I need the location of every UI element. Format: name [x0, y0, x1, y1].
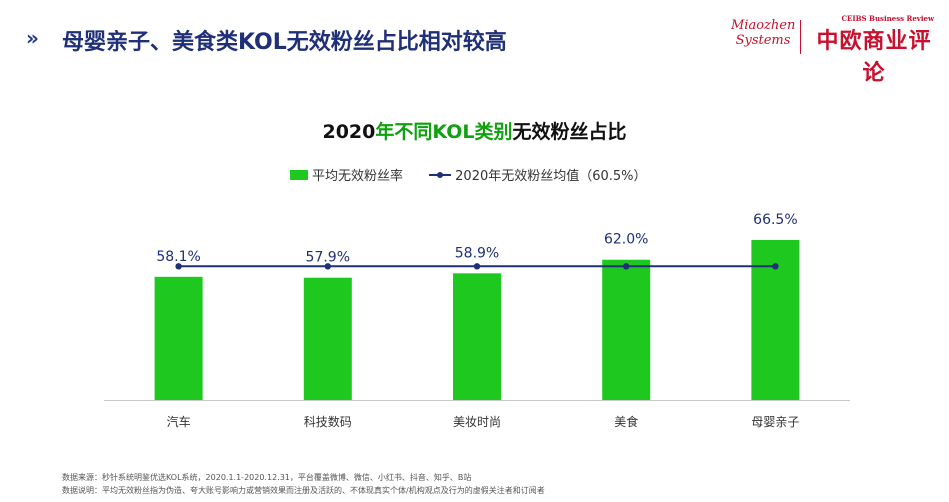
miaozhen-logo-line2: Systems [735, 33, 791, 48]
chart-title-year: 2020 [322, 121, 376, 143]
chart-title-rest: 无效粉丝占比 [512, 121, 627, 143]
legend-bar-swatch [290, 169, 308, 180]
category-label-5: 母婴亲子 [751, 415, 799, 429]
bar-4 [602, 259, 651, 400]
data-label-2: 57.9% [306, 250, 350, 266]
ceibs-logo: CEIBS Business Review 中欧商业评论 [810, 14, 938, 86]
average-point-2 [324, 263, 331, 270]
legend-item-bar: 平均无效粉丝率 [290, 165, 403, 184]
miaozhen-logo-line1: Miaozhen [731, 18, 796, 33]
ceibs-logo-cn: 中欧商业评论 [816, 28, 932, 86]
header: » 母婴亲子、美食类KOL无效粉丝占比相对较高 Miaozhen Systems… [0, 0, 949, 86]
chart-title-accent: 年不同KOL类别 [375, 121, 513, 143]
category-label-3: 美妆时尚 [453, 415, 501, 429]
average-point-4 [623, 263, 630, 270]
data-label-3: 58.9% [455, 245, 499, 261]
page-title: 母婴亲子、美食类KOL无效粉丝占比相对较高 [62, 30, 507, 55]
legend-bar-label: 平均无效粉丝率 [312, 169, 404, 184]
bar-3 [453, 273, 501, 400]
data-label-5: 66.5% [753, 212, 797, 228]
legend-item-line: 2020年无效粉丝均值（60.5%） [429, 165, 647, 184]
average-point-1 [175, 263, 182, 270]
category-label-1: 汽车 [167, 414, 191, 429]
logo-divider [800, 20, 801, 54]
chart-title: 2020年不同KOL类别无效粉丝占比 [0, 117, 949, 144]
footnote-note: 数据说明：平均无效粉丝指为伪造、夸大账号影响力或营销效果而注册及活跃的、不体现真… [62, 486, 545, 495]
category-label-2: 科技数码 [304, 414, 352, 429]
data-label-1: 58.1% [156, 249, 200, 265]
ceibs-logo-en: CEIBS Business Review [841, 14, 934, 23]
category-label-4: 美食 [614, 414, 638, 429]
bar-2 [303, 277, 352, 400]
legend-line-label: 2020年无效粉丝均值（60.5%） [455, 169, 647, 184]
average-point-3 [473, 263, 481, 270]
miaozhen-logo: Miaozhen Systems [731, 18, 795, 58]
data-label-4: 62.0% [604, 232, 648, 248]
chart-legend: 平均无效粉丝率 2020年无效粉丝均值（60.5%） [290, 165, 669, 185]
legend-line-swatch [429, 170, 452, 180]
average-point-5 [772, 263, 779, 270]
bar-1 [154, 276, 203, 400]
footnote-source: 数据来源：秒针系统明鉴优选KOL系统，2020.1.1-2020.12.31，平… [62, 473, 472, 482]
